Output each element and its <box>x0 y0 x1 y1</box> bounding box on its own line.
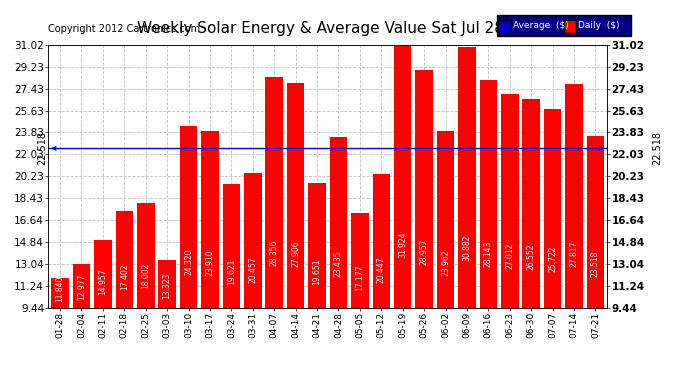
Bar <box>223 184 240 375</box>
Text: 28.356: 28.356 <box>270 240 279 266</box>
Bar <box>458 46 475 375</box>
Text: Average  ($): Average ($) <box>513 21 569 30</box>
Bar <box>565 84 583 375</box>
Text: 17.402: 17.402 <box>120 264 129 290</box>
Text: 31.924: 31.924 <box>398 232 407 258</box>
Text: 23.435: 23.435 <box>334 250 343 277</box>
Text: 24.320: 24.320 <box>184 248 193 275</box>
Bar <box>394 34 411 375</box>
Bar <box>159 260 176 375</box>
Text: 20.447: 20.447 <box>377 257 386 284</box>
Text: 26.552: 26.552 <box>526 243 535 270</box>
Text: 19.651: 19.651 <box>313 259 322 285</box>
Text: 22.518: 22.518 <box>38 131 48 165</box>
Bar <box>244 174 262 375</box>
Text: 28.143: 28.143 <box>484 240 493 267</box>
Bar <box>522 99 540 375</box>
Bar <box>544 110 562 375</box>
Text: 27.817: 27.817 <box>569 241 578 267</box>
Bar <box>287 83 304 375</box>
Bar <box>437 131 454 375</box>
Text: 23.910: 23.910 <box>206 249 215 276</box>
Text: 19.621: 19.621 <box>227 259 236 285</box>
Text: Daily  ($): Daily ($) <box>578 21 620 30</box>
Bar <box>137 203 155 375</box>
Text: 23.962: 23.962 <box>441 249 450 276</box>
Bar <box>480 80 497 375</box>
Bar <box>586 136 604 375</box>
Text: 27.906: 27.906 <box>291 240 300 267</box>
Text: 30.882: 30.882 <box>462 234 471 261</box>
Bar <box>94 240 112 375</box>
Text: 18.002: 18.002 <box>141 262 150 289</box>
Bar <box>266 77 283 375</box>
Text: 11.840: 11.840 <box>56 276 65 302</box>
Text: 28.957: 28.957 <box>420 238 428 265</box>
Text: 12.977: 12.977 <box>77 273 86 300</box>
Text: 23.518: 23.518 <box>591 250 600 277</box>
Bar <box>330 137 347 375</box>
Text: Weekly Solar Energy & Average Value Sat Jul 28 05:49: Weekly Solar Energy & Average Value Sat … <box>137 21 553 36</box>
Text: Copyright 2012 Cartronics.com: Copyright 2012 Cartronics.com <box>48 24 200 34</box>
Bar <box>501 94 519 375</box>
Text: 25.722: 25.722 <box>548 246 557 272</box>
Bar <box>201 132 219 375</box>
Bar <box>351 213 368 375</box>
Bar <box>373 174 390 375</box>
Bar <box>308 183 326 375</box>
Bar <box>115 211 133 375</box>
Text: 17.177: 17.177 <box>355 264 364 291</box>
Text: 22.518: 22.518 <box>652 131 662 165</box>
Text: 14.957: 14.957 <box>99 269 108 296</box>
Text: 13.323: 13.323 <box>163 273 172 299</box>
Text: 20.457: 20.457 <box>248 257 257 284</box>
Bar <box>72 264 90 375</box>
Bar <box>51 278 69 375</box>
Bar <box>415 70 433 375</box>
Text: 27.012: 27.012 <box>505 243 514 269</box>
Bar <box>180 126 197 375</box>
